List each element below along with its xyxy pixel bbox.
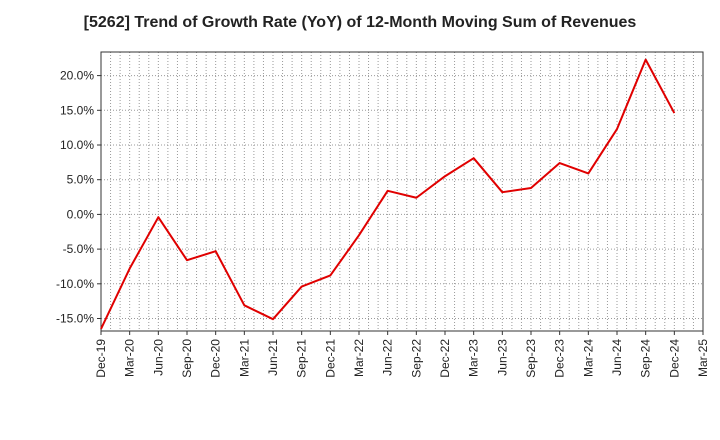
series-line (100, 58, 676, 330)
x-tick-label: Mar-23 (467, 339, 481, 377)
y-tick-label: 15.0% (60, 103, 94, 117)
x-tick-label: Sep-24 (639, 339, 653, 378)
x-tick-label: Mar-20 (123, 339, 137, 377)
x-tick-label: Sep-23 (524, 339, 538, 378)
y-tick-label: -5.0% (63, 242, 95, 256)
x-tick-label: Mar-25 (696, 339, 710, 377)
x-tick-label: Sep-22 (409, 339, 423, 378)
y-tick-label: -10.0% (56, 277, 94, 291)
x-tick-label: Mar-22 (352, 339, 366, 377)
x-tick-label: Dec-23 (553, 339, 567, 378)
y-tick-label: 20.0% (60, 69, 94, 83)
x-tick-label: Jun-24 (610, 339, 624, 376)
x-tick-label: Dec-20 (209, 339, 223, 378)
chart-title: [5262] Trend of Growth Rate (YoY) of 12-… (83, 14, 637, 31)
x-tick-label: Dec-19 (94, 339, 108, 378)
x-tick-label: Dec-24 (667, 339, 681, 378)
x-tick-label: Jun-21 (266, 339, 280, 376)
y-tick-label: -15.0% (56, 312, 94, 326)
x-tick-label: Sep-21 (295, 339, 309, 378)
x-tick-label: Dec-22 (438, 339, 452, 378)
x-tick-label: Sep-20 (180, 339, 194, 378)
x-tick-label: Jun-23 (495, 339, 509, 376)
y-tick-label: 10.0% (60, 138, 94, 152)
x-tick-label: Jun-22 (381, 339, 395, 376)
x-tick-label: Dec-21 (323, 339, 337, 378)
y-tick-label: 0.0% (67, 207, 95, 221)
x-tick-label: Jun-20 (151, 339, 165, 376)
plot-frame (100, 51, 704, 332)
y-tick-label: 5.0% (67, 173, 95, 187)
x-tick-label: Mar-24 (581, 339, 595, 377)
x-tick-label: Mar-21 (237, 339, 251, 377)
